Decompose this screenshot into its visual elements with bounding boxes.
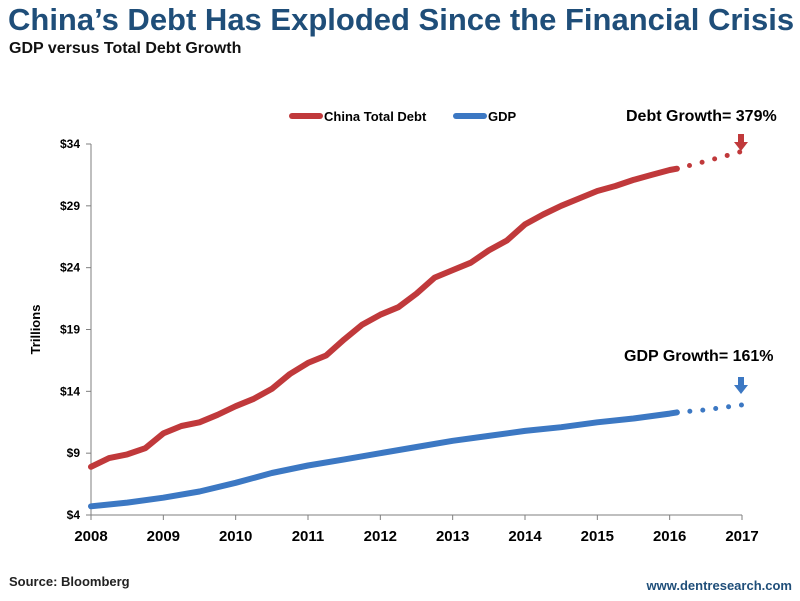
series-line-debt — [88, 165, 680, 470]
website-link[interactable]: www.dentresearch.com — [646, 578, 792, 593]
y-tick-label: $34 — [60, 137, 80, 151]
x-tick-label: 2016 — [653, 528, 686, 545]
x-tick-label: 2017 — [725, 528, 758, 545]
projection-line-gdp — [674, 402, 745, 415]
y-tick-label: $14 — [60, 384, 80, 398]
annotation-arrow-head — [734, 142, 748, 151]
y-tick-label: $29 — [60, 199, 80, 213]
annotation-arrow-head — [734, 385, 748, 394]
y-tick-label: $4 — [67, 508, 81, 522]
annotation-arrow-shaft — [738, 377, 744, 385]
chart-subtitle: GDP versus Total Debt Growth — [9, 40, 242, 57]
source-note: Source: Bloomberg — [9, 574, 130, 589]
annotation-label: Debt Growth= 379% — [626, 108, 777, 125]
x-tick-label: 2009 — [147, 528, 180, 545]
chart-title: China’s Debt Has Exploded Since the Fina… — [8, 2, 795, 37]
y-axis-label: Trillions — [28, 305, 43, 355]
x-tick-label: 2015 — [581, 528, 614, 545]
x-tick-label: 2008 — [74, 528, 107, 545]
annotation-label: GDP Growth= 161% — [624, 348, 774, 365]
x-tick-label: 2013 — [436, 528, 469, 545]
legend-label: China Total Debt — [324, 109, 427, 124]
series-line-gdp — [88, 409, 680, 510]
x-tick-label: 2014 — [508, 528, 542, 545]
x-tick-label: 2010 — [219, 528, 252, 545]
x-tick-label: 2012 — [364, 528, 397, 545]
annotation-arrow-shaft — [738, 134, 744, 142]
y-tick-label: $24 — [60, 261, 80, 275]
y-tick-label: $19 — [60, 323, 80, 337]
y-tick-label: $9 — [67, 446, 81, 460]
projection-line-debt — [674, 148, 745, 172]
x-tick-label: 2011 — [292, 528, 325, 545]
legend-label: GDP — [488, 109, 517, 124]
